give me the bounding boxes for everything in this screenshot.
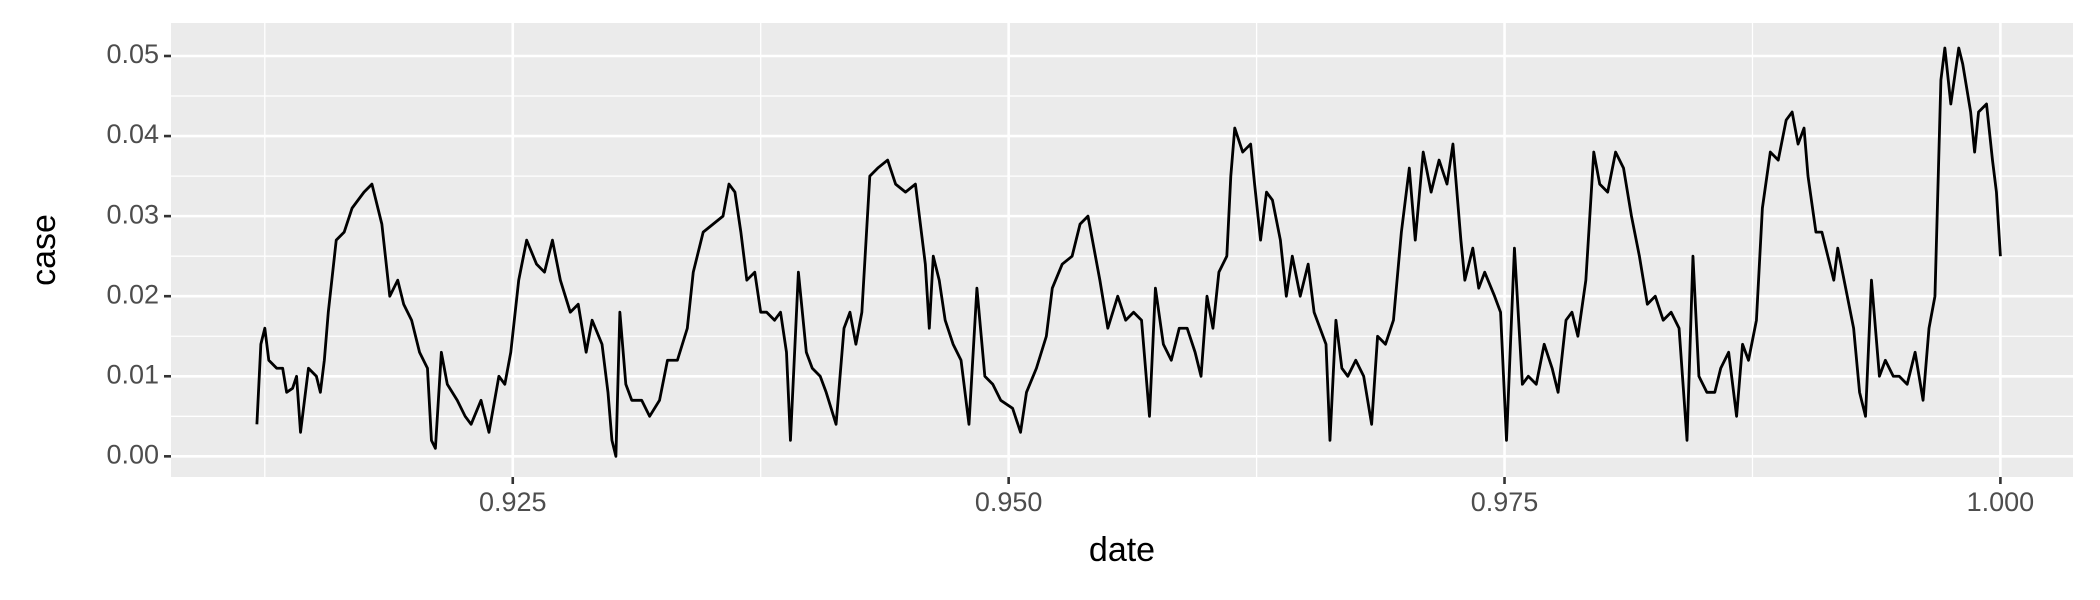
y-tick-label: 0.00: [106, 439, 159, 469]
y-tick-label: 0.03: [106, 199, 159, 229]
x-axis-title: date: [1089, 531, 1155, 569]
x-tick-label: 0.925: [479, 487, 547, 517]
y-axis-title: case: [25, 214, 63, 286]
x-tick-label: 0.950: [975, 487, 1043, 517]
grid: 0.00 0.01 0.02 0.03 0.04 0.05 0.925 0.950 0.975 1…: [106, 23, 2073, 517]
panel-background: [171, 23, 2073, 477]
y-tick-label: 0.05: [106, 39, 159, 69]
data-line: [255, 46, 2002, 458]
y-tick-label: 0.04: [106, 119, 159, 149]
y-tick-label: 0.01: [106, 359, 159, 389]
y-tick-label: 0.02: [106, 279, 159, 309]
x-tick-label: 0.975: [1471, 487, 1539, 517]
x-tick-label: 1.000: [1967, 487, 2035, 517]
plot: [255, 46, 2002, 458]
